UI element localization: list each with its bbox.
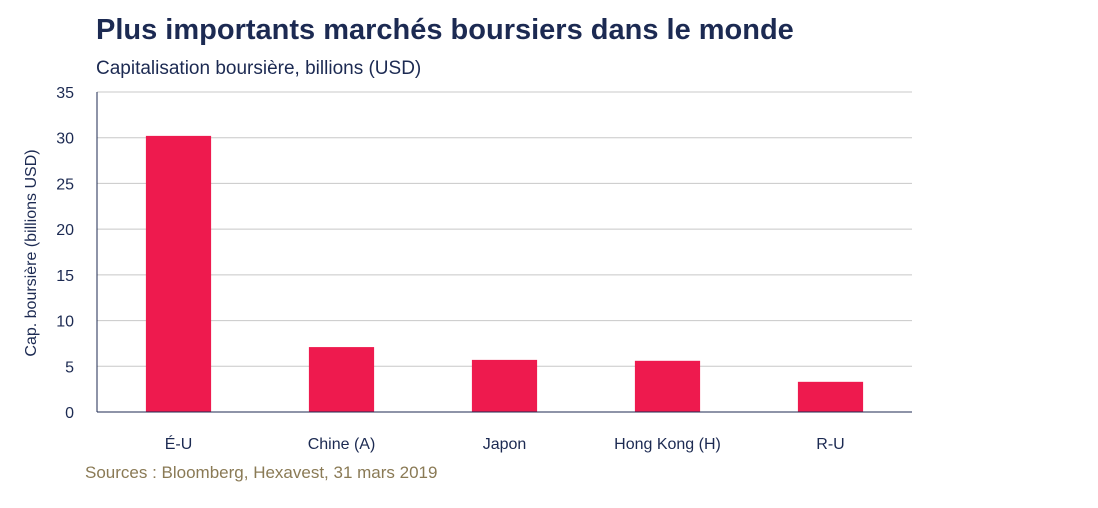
y-tick-label: 30 xyxy=(56,131,74,148)
x-axis-ticks: É-U Chine (A) Japon Hong Kong (H) R-U xyxy=(165,434,845,453)
chart-subtitle: Capitalisation boursière, billions (USD) xyxy=(96,58,422,79)
bar xyxy=(308,347,375,412)
chart-title: Plus importants marchés boursiers dans l… xyxy=(96,14,794,46)
grid-lines xyxy=(97,91,912,367)
x-tick-label: R-U xyxy=(816,436,844,453)
y-tick-label: 25 xyxy=(56,176,74,193)
y-tick-label: 20 xyxy=(56,222,74,239)
x-tick-label: Hong Kong (H) xyxy=(614,436,721,453)
y-axis-ticks: 0 5 10 15 20 25 30 35 xyxy=(56,85,74,422)
source-note: Sources : Bloomberg, Hexavest, 31 mars 2… xyxy=(85,463,438,482)
bar xyxy=(145,135,212,412)
bar xyxy=(634,360,701,412)
y-tick-label: 15 xyxy=(56,268,74,285)
bars xyxy=(145,135,864,412)
y-tick-label: 35 xyxy=(56,85,74,102)
y-tick-label: 5 xyxy=(65,359,74,376)
x-tick-label: Japon xyxy=(483,436,527,453)
bar xyxy=(797,381,864,412)
x-tick-label: Chine (A) xyxy=(308,436,376,453)
bar xyxy=(471,359,538,412)
y-tick-label: 10 xyxy=(56,314,74,331)
y-tick-label: 0 xyxy=(65,405,74,422)
y-axis-label: Cap. boursière (billions USD) xyxy=(23,149,40,356)
x-tick-label: É-U xyxy=(165,434,193,453)
